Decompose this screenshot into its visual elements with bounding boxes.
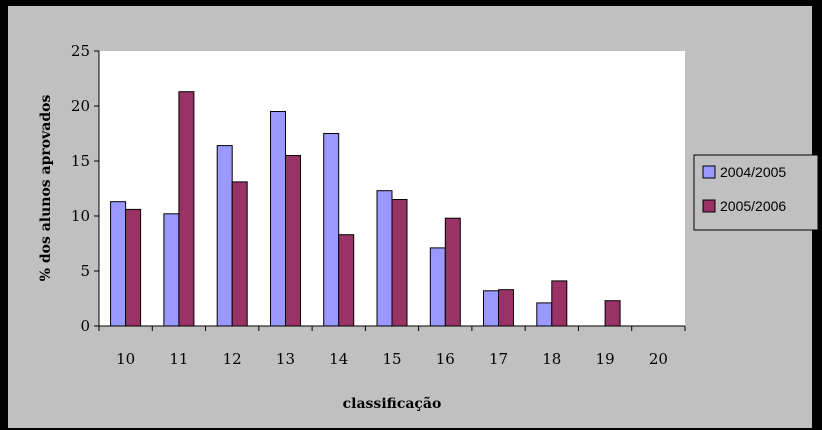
bars-group: [110, 91, 621, 327]
x-tick-label: 16: [436, 350, 455, 368]
legend-label-2004-2005: 2004/2005: [720, 164, 786, 180]
x-tick-label: 18: [542, 350, 561, 368]
x-tick-label: 15: [382, 350, 401, 368]
bar-2004-2005-11: [163, 213, 180, 327]
x-tick-label: 14: [329, 350, 348, 368]
bar-2004-2005-15: [376, 190, 393, 327]
legend: 2004/2005 2005/2006: [693, 154, 819, 231]
bar-2004-2005-16: [429, 247, 446, 327]
y-tick-label: 20: [71, 97, 90, 115]
bar-2004-2005-17: [483, 290, 499, 327]
x-tick-label: 19: [596, 350, 615, 368]
bar-2005-2006-10: [125, 208, 142, 327]
bar-2005-2006-16: [444, 217, 461, 327]
x-tick-label: 17: [489, 350, 508, 368]
bar-2004-2005-13: [270, 111, 286, 327]
y-axis-ticks: 0 5 10 15 20 25: [71, 42, 99, 335]
bar-2005-2006-14: [338, 234, 355, 327]
bar-2005-2006-13: [285, 155, 301, 327]
x-tick-label: 10: [116, 350, 135, 368]
x-tick-label: 20: [649, 350, 668, 368]
x-axis-ticks: 10 11 12 13 14 15 16 17 18 19 20: [98, 326, 686, 368]
bar-2005-2006-12: [231, 181, 248, 327]
bar-2004-2005-10: [110, 201, 127, 327]
y-axis-title: % dos alunos aprovados: [38, 95, 54, 282]
legend-swatch-2004-2005: [702, 165, 716, 179]
legend-label-2005-2006: 2005/2006: [720, 198, 786, 214]
legend-swatch-2005-2006: [702, 199, 716, 213]
bar-2005-2006-17: [498, 289, 514, 327]
x-tick-label: 11: [169, 350, 188, 368]
bar-2005-2006-15: [391, 199, 408, 327]
bar-2004-2005-14: [323, 133, 340, 327]
x-tick-label: 12: [223, 350, 242, 368]
bar-2005-2006-11: [178, 91, 195, 327]
bar-2004-2005-18: [536, 302, 553, 327]
y-tick-label: 10: [71, 207, 90, 225]
x-axis-title: classificação: [343, 395, 442, 412]
bar-2005-2006-19: [604, 300, 621, 327]
y-tick-label: 25: [71, 42, 90, 60]
bar-2005-2006-18: [551, 280, 568, 327]
x-tick-label: 13: [276, 350, 295, 368]
y-tick-label: 5: [80, 262, 90, 280]
bar-2004-2005-12: [216, 145, 233, 327]
y-tick-label: 0: [80, 317, 90, 335]
y-tick-label: 15: [71, 152, 90, 170]
